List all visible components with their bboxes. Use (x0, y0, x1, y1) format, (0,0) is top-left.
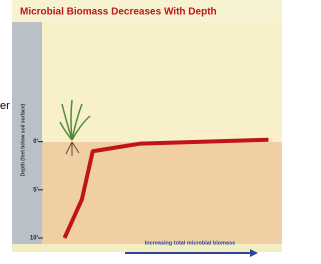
y-axis-label: Depth (feet below soil surface) (20, 103, 26, 176)
y-tick-label: 0' (33, 139, 38, 145)
y-tick-label: 10' (30, 236, 39, 242)
soil (42, 142, 282, 244)
chart: Microbial Biomass Decreases With Depth D… (0, 0, 321, 264)
x-axis-label: Increasing total microbial biomass (145, 240, 235, 246)
page: {"page_text": "er", "chart_data": {"type… (0, 0, 321, 264)
sky (42, 22, 282, 142)
chart-title: Microbial Biomass Decreases With Depth (20, 7, 217, 18)
side-text: er (0, 100, 10, 112)
y-axis-band (12, 22, 42, 244)
y-tick-label: 5' (33, 187, 38, 193)
